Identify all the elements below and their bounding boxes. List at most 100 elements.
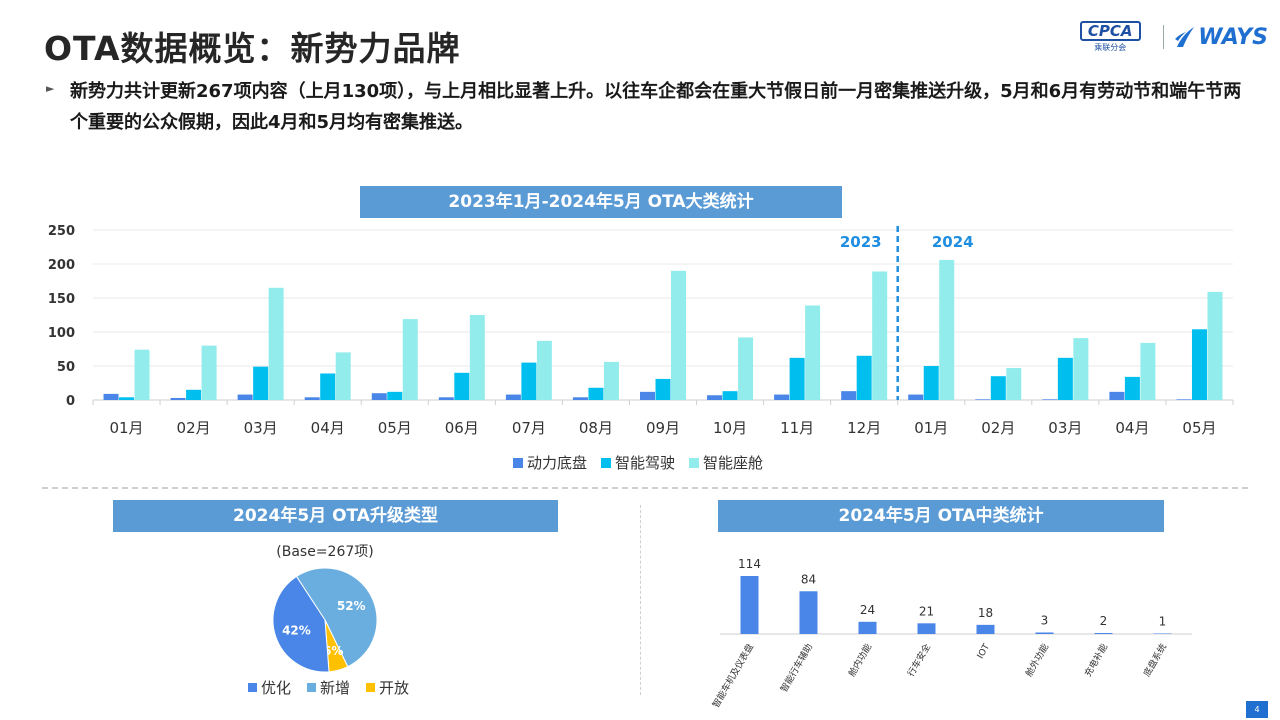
data-label: 1 [1159, 614, 1167, 628]
bar [858, 621, 877, 634]
year-label-2023: 2023 [840, 233, 882, 251]
bar-动力底盘 [841, 391, 857, 400]
bar [1035, 632, 1054, 634]
bar-智能驾驶 [990, 376, 1006, 400]
bar-智能座舱 [1073, 338, 1089, 400]
bar-智能驾驶 [722, 391, 738, 400]
x-tick-label: 行车安全 [905, 642, 933, 679]
horizontal-divider [42, 487, 1248, 489]
bar-动力底盘 [438, 397, 454, 400]
y-tick-label: 200 [48, 258, 75, 273]
bar-智能驾驶 [923, 366, 939, 400]
y-tick-label: 100 [48, 326, 75, 341]
bar-智能座舱 [469, 315, 485, 400]
legend-swatch [366, 683, 375, 692]
page-title: OTA数据概览：新势力品牌 [44, 29, 461, 68]
y-tick-label: 150 [48, 292, 75, 307]
x-tick-label: 06月 [445, 419, 479, 437]
bar-智能驾驶 [253, 366, 269, 400]
vertical-divider [640, 505, 641, 695]
bar-智能座舱 [134, 349, 150, 400]
legend-swatch [689, 458, 699, 468]
x-tick-label: 智能车机及仪表盘 [710, 642, 756, 710]
bar-智能座舱 [335, 352, 351, 400]
bar [740, 576, 759, 634]
bar-智能座舱 [201, 345, 217, 400]
bar-动力底盘 [103, 393, 119, 400]
data-label: 2 [1100, 614, 1108, 628]
bar [1153, 633, 1172, 634]
data-label: 84 [801, 572, 816, 586]
bar-智能驾驶 [655, 378, 671, 400]
monthly-category-chart: 0 50 100 150 200 250 01月 02月 03月 04月 05月 06月 07月 08月 0… [48, 224, 1234, 472]
x-tick-label: 02月 [981, 419, 1015, 437]
x-tick-label: 04月 [1115, 419, 1149, 437]
chart2-title: 2024年5月 OTA升级类型 [113, 500, 558, 532]
x-tick-label: 07月 [512, 419, 546, 437]
bar-动力底盘 [1176, 399, 1192, 400]
cpca-logo-text: CPCA [1079, 21, 1141, 41]
logo-group: CPCA 乘联分会 WAYS [1067, 20, 1268, 54]
bar-动力底盘 [975, 399, 991, 400]
bar-动力底盘 [1109, 391, 1125, 400]
ways-logo-text: WAYS [1198, 24, 1268, 50]
bar-动力底盘 [1042, 399, 1058, 400]
bar-动力底盘 [237, 394, 253, 400]
data-label: 21 [919, 604, 934, 618]
data-label: 24 [860, 603, 875, 617]
legend-swatch [307, 683, 316, 692]
bar-动力底盘 [707, 395, 723, 400]
x-tick-label: 05月 [378, 419, 412, 437]
bar-智能驾驶 [186, 389, 202, 400]
bar-智能座舱 [1006, 368, 1022, 400]
bar-智能座舱 [805, 305, 821, 400]
bar [1094, 632, 1113, 634]
bar-智能座舱 [1140, 342, 1156, 400]
bar [799, 591, 818, 634]
legend-label: 智能驾驶 [615, 454, 675, 472]
bar [917, 623, 936, 634]
year-label-2024: 2024 [932, 233, 974, 251]
ways-logo: WAYS [1174, 25, 1268, 50]
x-tick-label: 充电补能 [1082, 642, 1110, 679]
x-tick-label: 05月 [1182, 419, 1216, 437]
pie-data-label: 52% [337, 599, 366, 613]
bar-智能驾驶 [1124, 376, 1140, 400]
legend-label: 动力底盘 [527, 454, 587, 472]
x-tick-label: IOT [976, 642, 993, 661]
bar-智能座舱 [939, 259, 955, 400]
y-tick-label: 50 [57, 360, 75, 375]
x-tick-label: 11月 [780, 419, 814, 437]
bar-动力底盘 [640, 391, 655, 400]
logo-divider [1163, 25, 1165, 49]
x-tick-label: 04月 [311, 419, 345, 437]
bar-智能驾驶 [521, 362, 537, 400]
bar-智能驾驶 [119, 397, 135, 400]
bar-智能座舱 [268, 287, 284, 400]
x-tick-label: 03月 [1048, 419, 1082, 437]
bar-动力底盘 [371, 393, 387, 400]
data-label: 114 [738, 557, 761, 571]
bar-智能驾驶 [1191, 329, 1207, 400]
bar-智能座舱 [671, 270, 686, 400]
bar-智能座舱 [738, 337, 754, 400]
bar-智能座舱 [536, 340, 552, 400]
data-label: 18 [978, 606, 993, 620]
x-tick-label: 底盘系统 [1141, 642, 1169, 679]
legend-label: 优化 [261, 679, 291, 697]
bar-动力底盘 [304, 397, 320, 400]
x-tick-label: 舱外功能 [1023, 642, 1051, 679]
bar [976, 624, 995, 634]
bar-动力底盘 [908, 394, 924, 400]
x-tick-label: 12月 [847, 419, 881, 437]
chart3-title: 2024年5月 OTA中类统计 [718, 500, 1164, 532]
x-tick-label: 02月 [177, 419, 211, 437]
mid-category-bar-chart: 114智能车机及仪表盘84智能行车辅助24舱内功能21行车安全18IOT3舱外功… [710, 557, 1192, 710]
x-tick-label: 01月 [109, 419, 143, 437]
x-tick-label: 智能行车辅助 [778, 642, 815, 695]
pie-slice-新增 [295, 567, 378, 668]
bar-动力底盘 [572, 397, 588, 400]
bar-动力底盘 [505, 394, 521, 400]
x-tick-label: 08月 [579, 419, 613, 437]
legend-swatch [248, 683, 257, 692]
